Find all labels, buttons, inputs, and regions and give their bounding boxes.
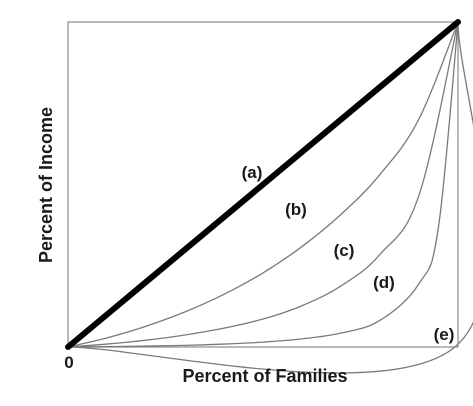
- curve-line-c: [67, 21, 459, 348]
- origin-label: 0: [64, 353, 73, 372]
- curve-label-c: (c): [334, 241, 355, 260]
- curve-label-e: (e): [434, 325, 455, 344]
- curve-line-d: [67, 21, 459, 348]
- plot-frame: [67, 21, 459, 348]
- curve-line-e: [67, 21, 473, 374]
- curve-line-b: [67, 21, 459, 348]
- x-axis-title: Percent of Families: [182, 366, 347, 386]
- curve-label-b: (b): [285, 200, 307, 219]
- curve-label-d: (d): [373, 273, 395, 292]
- y-axis-title: Percent of Income: [36, 107, 56, 263]
- curve-label-a: (a): [242, 163, 263, 182]
- curve-line-a: [65, 19, 461, 350]
- curves-group: [65, 19, 473, 374]
